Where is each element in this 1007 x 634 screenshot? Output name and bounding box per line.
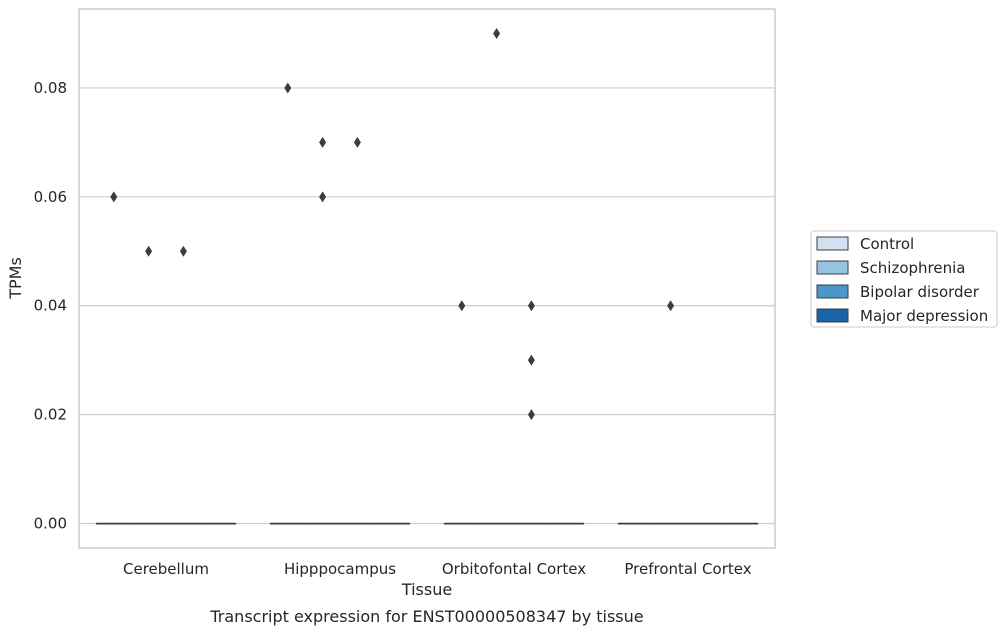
outlier-point: [527, 409, 535, 421]
x-tick-label: Prefrontal Cortex: [624, 560, 751, 578]
y-tick-label: 0.02: [34, 406, 67, 424]
legend-frame: [810, 230, 998, 328]
outlier-point: [667, 300, 675, 312]
x-tick-label: Cerebellum: [123, 560, 209, 578]
y-tick-label: 0.08: [34, 79, 67, 97]
y-tick-label: 0.06: [34, 188, 67, 206]
y-tick-label: 0.00: [34, 515, 67, 533]
legend: Control Schizophrenia Bipolar disorder Majo…: [810, 230, 998, 328]
legend-swatch: [816, 308, 849, 323]
y-tick-label: 0.04: [34, 297, 67, 315]
outlier-point: [145, 245, 153, 257]
x-tick-labels: Cerebellum Hipppocampus Orbitofontal Corte…: [123, 560, 752, 578]
legend-label: Control: [860, 235, 914, 253]
outlier-point: [527, 354, 535, 366]
legend-label: Schizophrenia: [860, 259, 965, 277]
x-tick-label: Orbitofontal Cortex: [442, 560, 586, 578]
y-tick-labels: 0.00 0.02 0.04 0.06 0.08: [34, 79, 67, 533]
plot-frame: [78, 8, 776, 549]
outlier-point: [110, 191, 118, 203]
legend-label: Major depression: [860, 307, 988, 325]
legend-swatch: [816, 260, 849, 275]
legend-swatch: [816, 284, 849, 299]
outlier-layer: [110, 28, 675, 421]
outlier-point: [319, 191, 327, 203]
x-axis-label: Tissue: [401, 580, 452, 599]
legend-swatch: [816, 236, 849, 251]
outlier-point: [284, 82, 292, 94]
box-layer: [95, 522, 759, 525]
legend-label: Bipolar disorder: [860, 283, 980, 301]
outlier-point: [179, 245, 187, 257]
chart-caption: Transcript expression for ENST0000050834…: [209, 607, 643, 626]
y-axis-label: TPMs: [6, 257, 25, 300]
x-tick-label: Hipppocampus: [284, 560, 396, 578]
outlier-point: [527, 300, 535, 312]
outlier-point: [353, 136, 361, 148]
outlier-point: [319, 136, 327, 148]
outlier-point: [458, 300, 466, 312]
outlier-point: [493, 28, 501, 39]
